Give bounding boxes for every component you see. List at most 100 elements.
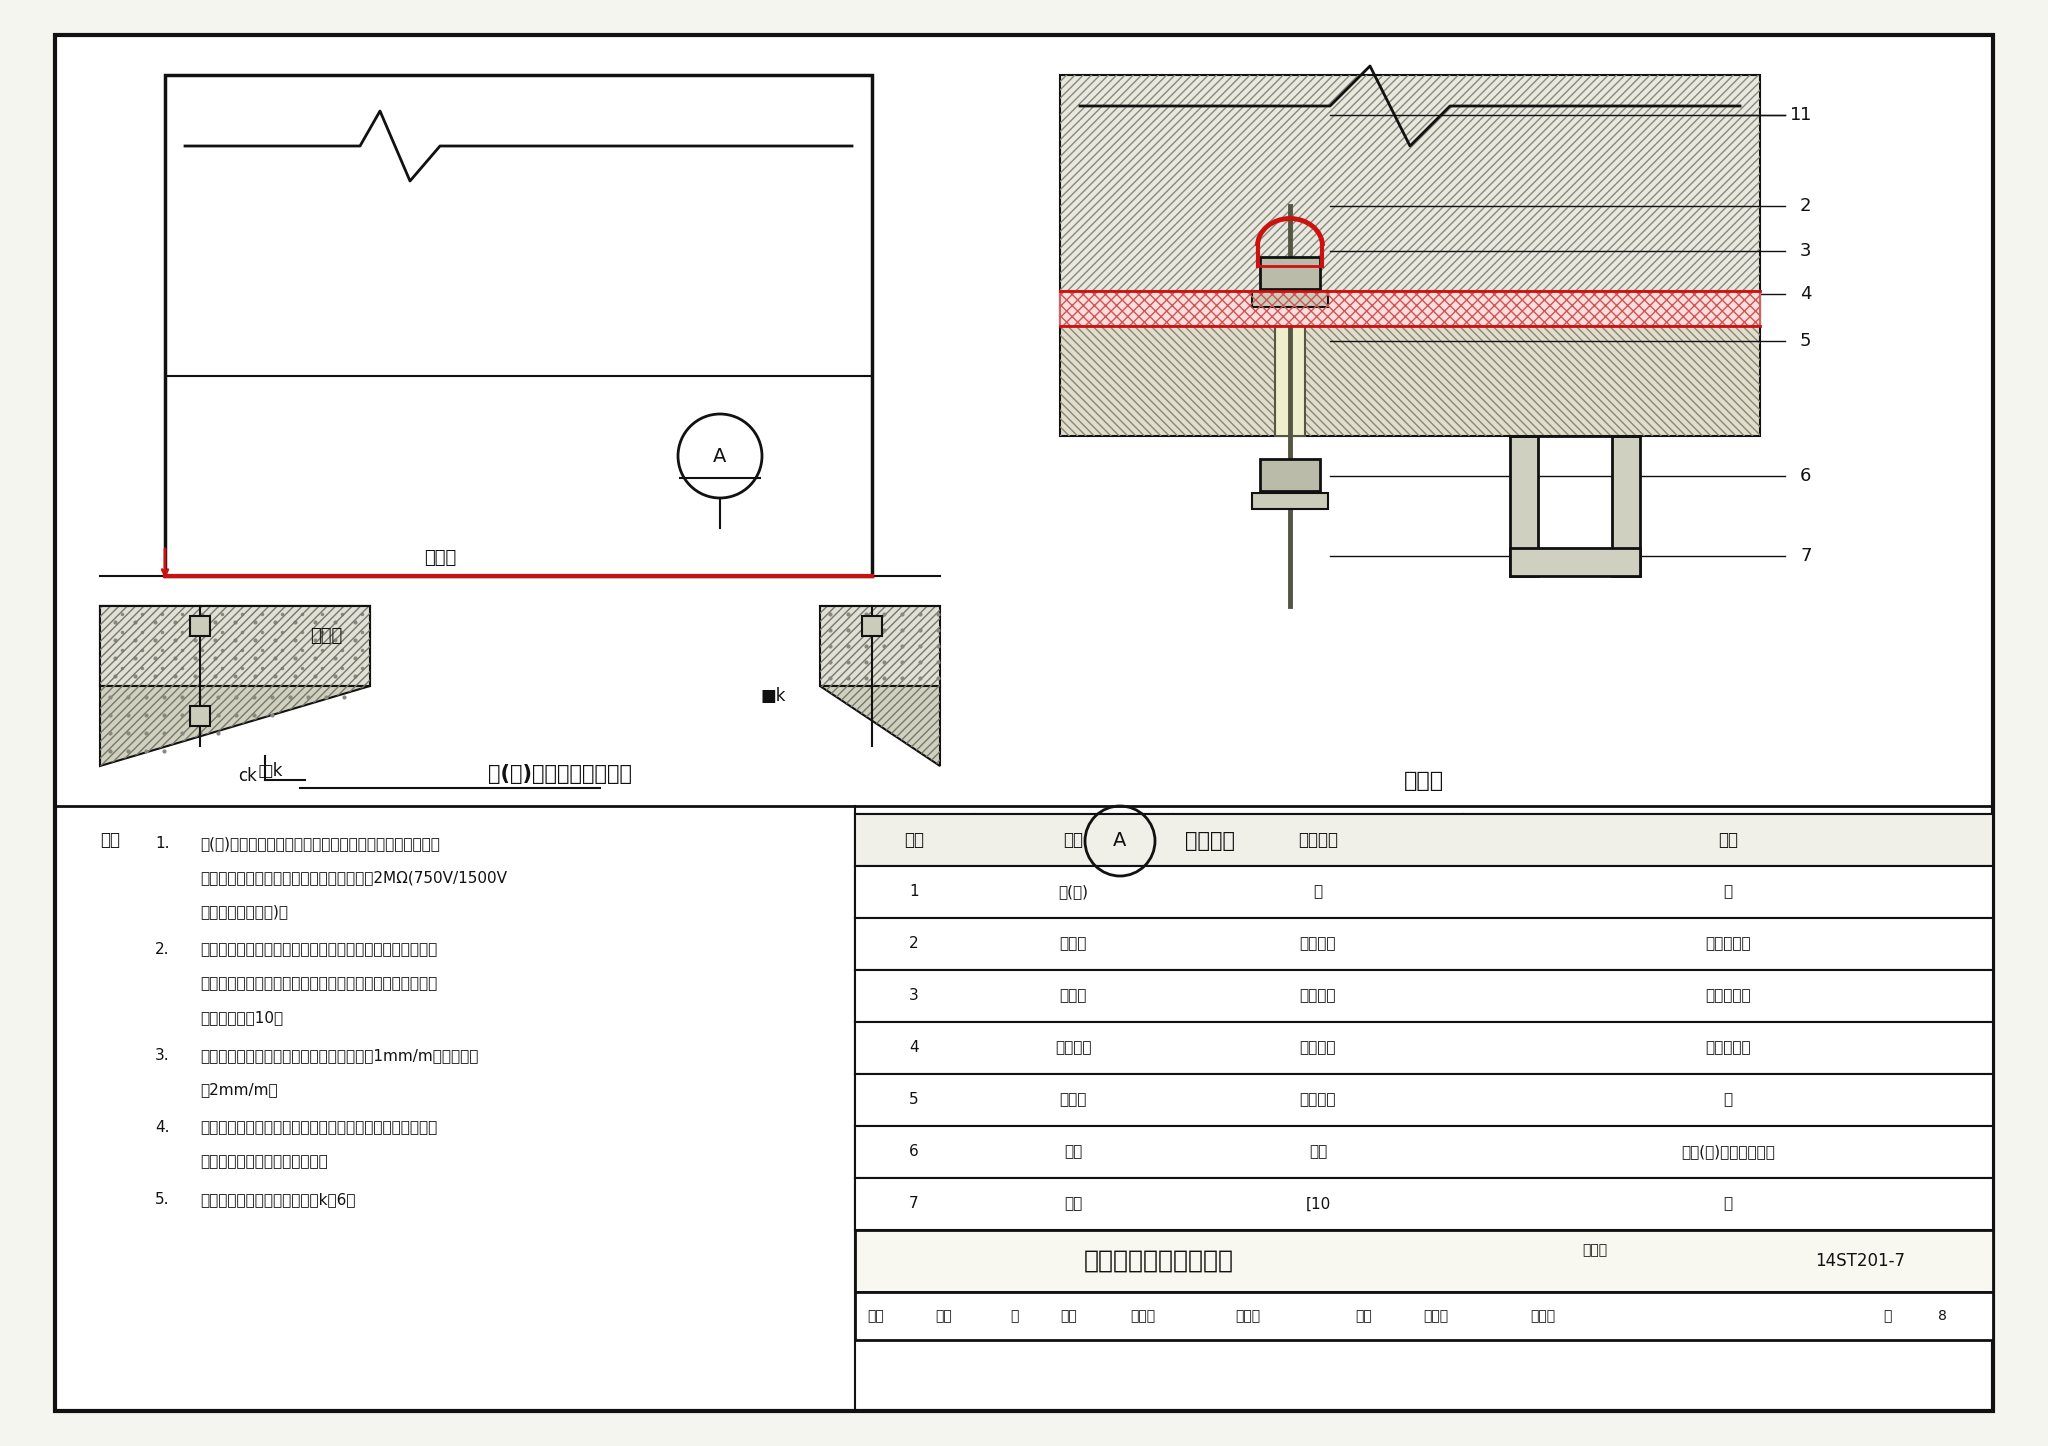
Text: 变电所设备绝缘安装图: 变电所设备绝缘安装图: [1083, 1249, 1235, 1272]
Bar: [819, 606, 940, 685]
Text: 1: 1: [1790, 106, 1802, 124]
Text: 1.: 1.: [156, 836, 170, 852]
Text: 与螺渓配套: 与螺渓配套: [1706, 989, 1751, 1004]
Text: 4.: 4.: [156, 1121, 170, 1135]
Text: 材料表: 材料表: [1405, 771, 1444, 791]
Bar: [854, 970, 1993, 1022]
Bar: [100, 606, 371, 685]
Text: 与柜(屏)体安装孔配套: 与柜(屏)体安装孔配套: [1681, 1144, 1776, 1160]
Text: ■k: ■k: [760, 687, 786, 706]
Text: 1: 1: [1800, 106, 1810, 124]
Bar: [854, 1231, 1993, 1291]
Text: 审核: 审核: [866, 1309, 885, 1323]
Bar: [854, 814, 1993, 866]
Text: 安装之前地面必须清洁、水平，水平度最土1mm/m，全长不超: 安装之前地面必须清洁、水平，水平度最土1mm/m，全长不超: [201, 1048, 479, 1063]
Text: 建议内外沿合10。: 建议内外沿合10。: [201, 1009, 283, 1025]
Text: 4: 4: [1800, 285, 1812, 304]
Bar: [190, 706, 211, 726]
Text: 装位置预留螺渓安装操作空间。: 装位置预留螺渓安装操作空间。: [201, 1154, 328, 1168]
Bar: [854, 1291, 1993, 1340]
Bar: [854, 866, 1993, 918]
Text: 名称: 名称: [1063, 831, 1083, 849]
Text: 柜(屏)绝缘安装正立面图: 柜(屏)绝缘安装正立面图: [487, 763, 633, 784]
Bar: [1061, 317, 1759, 437]
Bar: [1260, 458, 1321, 492]
Bar: [1061, 291, 1759, 325]
Text: 结构层: 结构层: [309, 628, 342, 645]
Text: 装修层: 装修层: [424, 549, 457, 567]
Text: 签: 签: [1010, 1309, 1018, 1323]
Text: 5.: 5.: [156, 1192, 170, 1207]
Text: 6: 6: [1800, 467, 1810, 484]
Text: ck: ck: [238, 766, 258, 785]
Text: 直流设备绝缘安装)。: 直流设备绝缘安装)。: [201, 904, 289, 920]
Text: A: A: [1114, 831, 1126, 850]
Text: －: －: [1724, 1196, 1733, 1212]
Text: 规格型号: 规格型号: [1298, 831, 1337, 849]
Text: 序号: 序号: [903, 831, 924, 849]
Bar: [1251, 493, 1327, 509]
Text: 4: 4: [909, 1041, 920, 1056]
Polygon shape: [100, 685, 371, 766]
Text: 防火阻燃: 防火阻燃: [1300, 1041, 1335, 1056]
Text: 图集号: 图集号: [1583, 1244, 1608, 1258]
Bar: [1509, 548, 1640, 576]
Text: 备注: 备注: [1718, 831, 1739, 849]
Bar: [1276, 317, 1305, 437]
Text: 防火阻燃: 防火阻燃: [1300, 989, 1335, 1004]
Text: 柜(屏)体就位安装后需对设备外壳进行绝缘试验，绝缘电阻: 柜(屏)体就位安装后需对设备外壳进行绝缘试验，绝缘电阻: [201, 836, 440, 852]
Bar: [854, 1022, 1993, 1074]
Bar: [1061, 291, 1759, 325]
Text: 钟情梅: 钟情梅: [1530, 1309, 1554, 1323]
Bar: [854, 1126, 1993, 1178]
Bar: [1061, 294, 1759, 317]
Text: 柜(屏): 柜(屏): [1059, 885, 1087, 899]
Text: 过2mm/m。: 过2mm/m。: [201, 1082, 279, 1098]
Bar: [166, 75, 872, 576]
Text: 绝缘安装底板为整块绝缘板（并已开好螺渓孔），电缆进出: 绝缘安装底板为整块绝缘板（并已开好螺渓孔），电缆进出: [201, 941, 438, 957]
Text: 绝缘套: 绝缘套: [1059, 989, 1087, 1004]
Text: 注：: 注：: [100, 831, 121, 849]
Text: 绝缘帽: 绝缘帽: [1059, 937, 1087, 951]
Text: 2: 2: [909, 937, 920, 951]
Text: 孔在安装现场开。绝缘板露出设备框架尺寸设计无要求时，: 孔在安装现场开。绝缘板露出设备框架尺寸设计无要求时，: [201, 976, 438, 991]
Text: □k: □k: [258, 762, 283, 779]
Bar: [854, 1074, 1993, 1126]
Text: 与螺渓配套: 与螺渓配套: [1706, 937, 1751, 951]
Bar: [100, 606, 371, 685]
Text: 基础预埋件周围的土建装修层施工前，在基础预埋件螺渓安: 基础预埋件周围的土建装修层施工前，在基础预埋件螺渓安: [201, 1121, 438, 1135]
Text: 3: 3: [909, 989, 920, 1004]
Text: 应符合设计要求，设计无要求时建议不小于2MΩ(750V/1500V: 应符合设计要求，设计无要求时建议不小于2MΩ(750V/1500V: [201, 870, 508, 885]
Text: [10: [10: [1305, 1196, 1331, 1212]
Text: 1: 1: [909, 885, 920, 899]
Text: 防火阻燃: 防火阻燃: [1300, 937, 1335, 951]
Bar: [854, 918, 1993, 970]
Bar: [1061, 317, 1759, 437]
Text: 封彬彬: 封彬彬: [1423, 1309, 1448, 1323]
Text: A: A: [713, 447, 727, 466]
Text: 2: 2: [1800, 197, 1812, 215]
Bar: [819, 606, 940, 685]
Bar: [1251, 291, 1327, 307]
Text: －: －: [1313, 885, 1323, 899]
Bar: [1061, 75, 1759, 317]
Text: 8: 8: [1937, 1309, 1948, 1323]
Bar: [854, 1178, 1993, 1231]
Text: 蔡志刚: 蔡志刚: [1130, 1309, 1155, 1323]
Bar: [100, 606, 371, 685]
Text: 3.: 3.: [156, 1048, 170, 1063]
Bar: [862, 616, 883, 636]
Text: 与螺渓配套: 与螺渓配套: [1706, 1041, 1751, 1056]
Text: 设计: 设计: [1356, 1309, 1372, 1323]
Text: 校对: 校对: [1061, 1309, 1077, 1323]
Text: 防火阻燃: 防火阻燃: [1300, 1093, 1335, 1108]
Text: 螺渓: 螺渓: [1063, 1144, 1081, 1160]
Text: 页: 页: [1882, 1309, 1892, 1323]
Text: 绝缘板: 绝缘板: [1059, 1093, 1087, 1108]
Text: 绝缘垄圈: 绝缘垄圈: [1055, 1041, 1092, 1056]
Bar: [1061, 75, 1759, 317]
Text: 14ST201-7: 14ST201-7: [1815, 1252, 1905, 1270]
Text: 槽锤: 槽锤: [1063, 1196, 1081, 1212]
Text: 王磊: 王磊: [936, 1309, 952, 1323]
Text: 7: 7: [1800, 547, 1812, 565]
